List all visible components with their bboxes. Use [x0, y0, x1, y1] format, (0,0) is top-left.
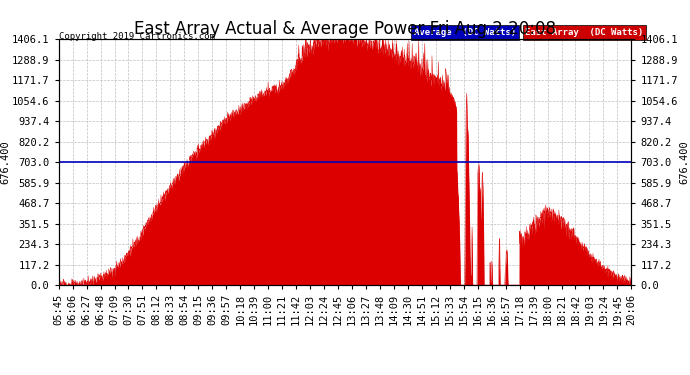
Text: Copyright 2019 Cartronics.com: Copyright 2019 Cartronics.com [59, 32, 215, 41]
Title: East Array Actual & Average Power Fri Aug 2 20:08: East Array Actual & Average Power Fri Au… [134, 20, 556, 38]
Y-axis label: 676.400: 676.400 [1, 140, 11, 184]
Text: East Array  (DC Watts): East Array (DC Watts) [525, 28, 644, 37]
Text: Average  (DC Watts): Average (DC Watts) [414, 28, 516, 37]
Y-axis label: 676.400: 676.400 [679, 140, 689, 184]
